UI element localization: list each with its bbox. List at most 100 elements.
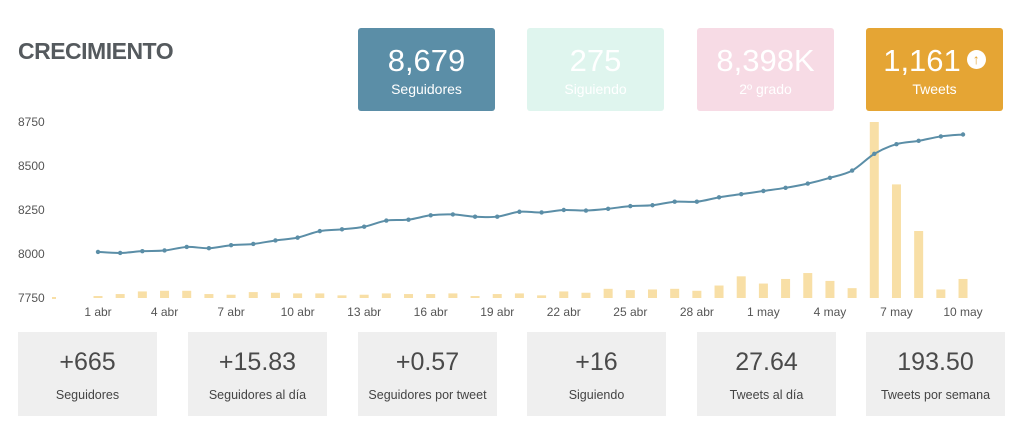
- tweet-bar: [936, 289, 946, 298]
- followers-point: [361, 224, 367, 229]
- followers-point: [228, 243, 234, 248]
- stat-value: +16: [575, 348, 618, 376]
- second-degree-card[interactable]: 8,398K 2º grado: [697, 28, 834, 111]
- tweet-bar: [426, 294, 436, 298]
- followers-point: [761, 188, 766, 194]
- tweet-bar: [914, 231, 924, 298]
- followers-point: [872, 151, 877, 157]
- tweet-bar: [514, 293, 524, 298]
- stat-value: 27.64: [735, 348, 798, 376]
- followers-point: [672, 199, 677, 204]
- x-tick-label: 1 may: [747, 305, 780, 319]
- stat-tweets-per-week: 193.50 Tweets por semana: [866, 332, 1005, 416]
- x-tick-label: 22 abr: [547, 305, 581, 319]
- followers-point: [539, 210, 544, 215]
- followers-point: [95, 249, 101, 255]
- x-tick-label: 13 abr: [347, 305, 381, 319]
- followers-point: [561, 207, 566, 213]
- followers-point: [450, 212, 456, 217]
- x-tick-label: 10 abr: [281, 305, 315, 319]
- x-tick-label: 16 abr: [414, 305, 448, 319]
- following-label: Siguiendo: [564, 81, 627, 97]
- tweet-bar: [758, 283, 768, 298]
- stat-followers-per-day: +15.83 Seguidores al día: [188, 332, 327, 416]
- followers-point: [184, 244, 189, 250]
- followers-point: [273, 238, 278, 243]
- tweet-bar: [537, 295, 547, 298]
- tweet-bar: [248, 292, 258, 298]
- followers-point: [384, 218, 389, 223]
- stat-followers-per-tweet: +0.57 Seguidores por tweet: [358, 332, 497, 416]
- tweet-bar: [359, 294, 369, 298]
- x-tick-label: 10 may: [943, 305, 982, 319]
- followers-point: [428, 213, 433, 218]
- tweet-bar: [470, 296, 480, 298]
- stat-label: Siguiendo: [568, 388, 625, 402]
- followers-point: [827, 175, 833, 180]
- followers-card[interactable]: 8,679 Seguidores: [358, 28, 495, 111]
- tweets-card[interactable]: 1,161 ↑ Tweets: [866, 28, 1003, 111]
- y-tick-label: 8000: [18, 247, 45, 261]
- following-count: 275: [569, 43, 622, 78]
- tweet-bar: [692, 290, 702, 298]
- tweet-bar: [115, 294, 125, 298]
- followers-point: [894, 141, 899, 147]
- followers-point: [716, 195, 722, 200]
- tweet-bar: [625, 290, 635, 298]
- followers-point: [206, 245, 212, 251]
- y-tick-label: 8750: [18, 115, 45, 129]
- tweet-bar: [404, 294, 414, 298]
- x-tick-label: 1 abr: [84, 305, 111, 319]
- followers-point: [849, 168, 855, 173]
- stat-value: 193.50: [897, 348, 974, 376]
- tweet-bar: [559, 291, 569, 298]
- x-tick-label: 19 abr: [480, 305, 514, 319]
- followers-point: [339, 227, 345, 232]
- second-degree-label: 2º grado: [739, 81, 792, 97]
- tweet-bar: [781, 278, 791, 298]
- stat-label: Tweets al día: [729, 388, 804, 402]
- followers-point: [472, 214, 478, 219]
- page-title: CRECIMIENTO: [18, 38, 174, 64]
- followers-point: [805, 181, 810, 186]
- followers-point: [960, 132, 966, 137]
- tweet-bar: [381, 293, 391, 298]
- followers-label: Seguidores: [391, 81, 462, 97]
- x-tick-label: 4 abr: [151, 305, 178, 319]
- tweet-bar: [182, 290, 192, 298]
- tweet-bar: [869, 122, 879, 298]
- tweet-bar: [714, 285, 724, 298]
- followers-point: [406, 217, 411, 222]
- following-card[interactable]: 275 Siguiendo: [527, 28, 664, 111]
- followers-point: [783, 185, 788, 191]
- followers-point: [916, 138, 921, 144]
- stat-label: Seguidores por tweet: [368, 388, 487, 402]
- y-tick-label: 8250: [18, 203, 45, 217]
- tweets-label: Tweets: [912, 81, 957, 97]
- stat-label: Seguidores al día: [208, 388, 307, 402]
- tweet-bar: [93, 296, 103, 298]
- x-tick-label: 4 may: [814, 305, 847, 319]
- stat-tweets-per-day: 27.64 Tweets al día: [697, 332, 836, 416]
- tweet-bar: [137, 291, 147, 298]
- stat-following-gained: +16 Siguiendo: [527, 332, 666, 416]
- followers-point: [295, 235, 300, 240]
- tweet-bar: [847, 288, 857, 298]
- followers-point: [605, 206, 611, 211]
- followers-point: [495, 214, 500, 219]
- stat-value: +15.83: [218, 348, 297, 376]
- followers-point: [117, 250, 123, 256]
- y-tick-label: 8500: [18, 159, 45, 173]
- x-tick-label: 7 abr: [217, 305, 244, 319]
- followers-point: [162, 248, 167, 253]
- followers-point: [650, 203, 655, 208]
- tweet-bar: [226, 294, 236, 298]
- followers-count: 8,679: [387, 43, 466, 78]
- followers-point: [140, 248, 145, 254]
- second-degree-count: 8,398K: [716, 43, 815, 78]
- tweet-bar: [736, 276, 746, 298]
- stat-value: +665: [59, 348, 116, 376]
- stat-label: Tweets por semana: [880, 388, 991, 402]
- followers-point: [517, 209, 522, 214]
- tweet-bar: [670, 288, 680, 298]
